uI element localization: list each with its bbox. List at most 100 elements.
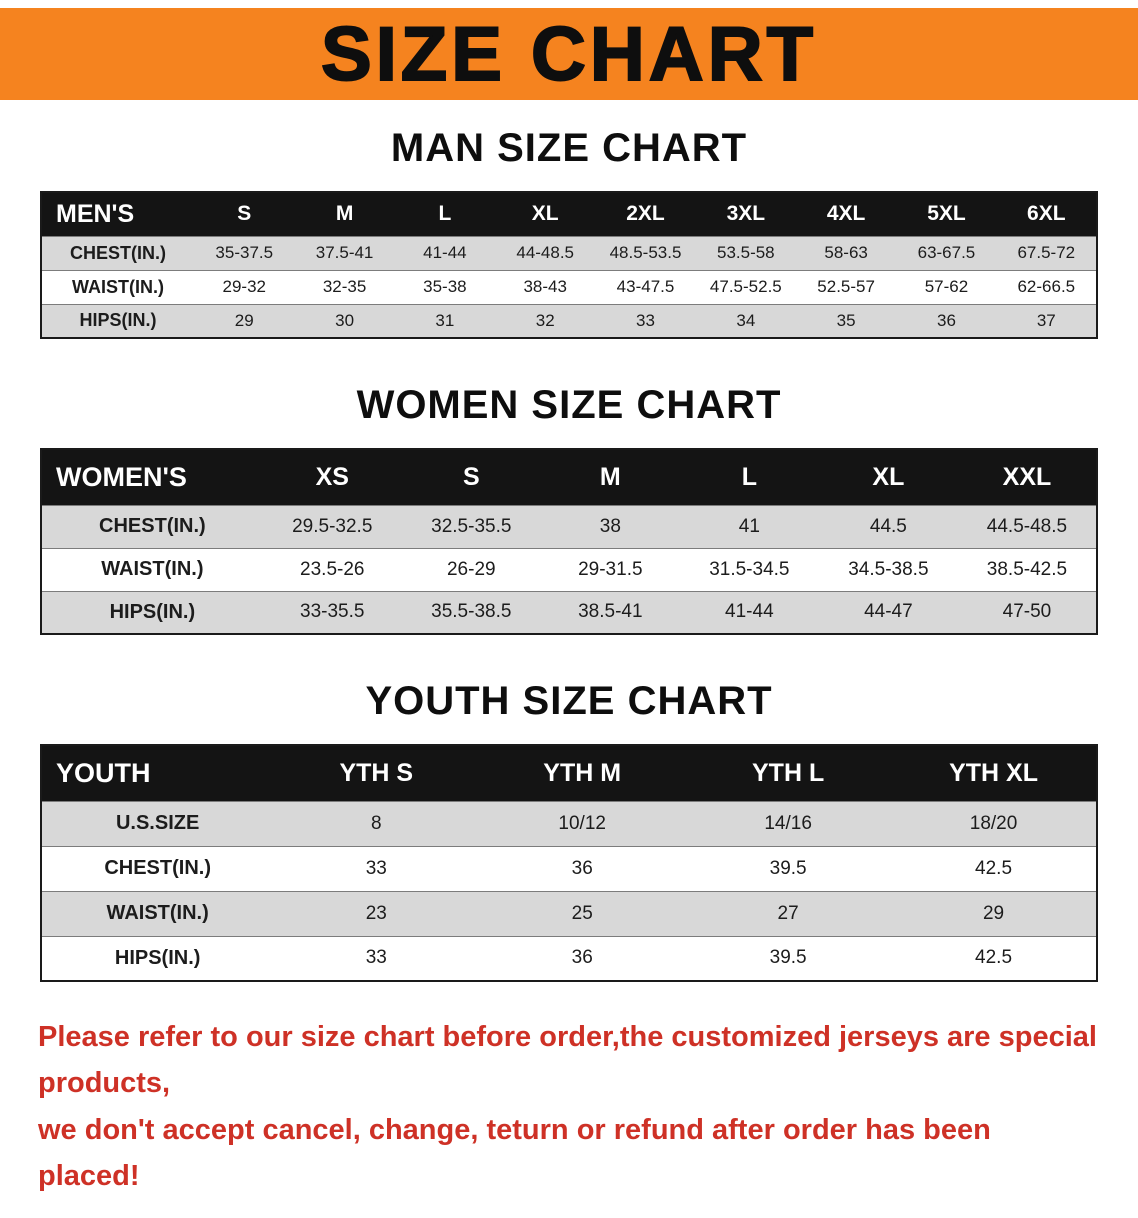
size-value-cell: 35 [795,303,897,338]
size-header-cell: S [194,192,295,236]
size-value-cell: 31.5-34.5 [679,547,819,591]
size-header-cell: YTH M [479,745,686,801]
women-section-title: WOMEN SIZE CHART [356,383,782,427]
size-value-cell: 42.5 [891,845,1097,891]
size-value-cell: 31 [394,303,496,338]
size-header-cell: XL [495,192,596,236]
row-label: HIPS(IN.) [41,590,263,634]
size-header-cell: YTH S [273,745,480,801]
measurement-row: CHEST(IN.) 33 36 39.5 42.5 [41,845,1097,891]
size-value-cell: 27 [685,890,892,936]
size-value-cell: 35.5-38.5 [401,590,541,634]
size-value-cell: 47-50 [957,590,1097,634]
size-value-cell: 41 [679,504,819,548]
size-header-cell: S [401,449,541,505]
table-header-row: YOUTH YTH S YTH M YTH L YTH XL [41,745,1097,801]
size-value-cell: 29 [891,890,1097,936]
measurement-row: HIPS(IN.) 29 30 31 32 33 34 35 36 37 [41,303,1097,338]
size-value-cell: 34 [695,303,796,338]
measurement-row: U.S.SIZE 8 10/12 14/16 18/20 [41,800,1097,846]
size-header-cell: XXL [957,449,1097,505]
measurement-row: CHEST(IN.) 29.5-32.5 32.5-35.5 38 41 44.5 44.5… [41,504,1097,548]
size-value-cell: 41-44 [394,235,496,270]
size-header-cell: XL [818,449,958,505]
size-value-cell: 38.5-42.5 [957,547,1097,591]
size-header-cell: 2XL [595,192,696,236]
size-value-cell: 41-44 [679,590,819,634]
size-value-cell: 36 [479,845,686,891]
size-value-cell: 44-47 [818,590,958,634]
size-value-cell: 44-48.5 [495,235,596,270]
size-value-cell: 25 [479,890,686,936]
size-header-cell: 4XL [795,192,897,236]
size-value-cell: 8 [273,800,480,846]
row-label: WAIST(IN.) [41,890,274,936]
size-value-cell: 23.5-26 [262,547,402,591]
size-header-cell: L [394,192,496,236]
size-header-cell: L [679,449,819,505]
man-size-table: MEN'S S M L XL 2XL 3XL 4XL 5XL 6XL CHEST(IN.) 35-37… [40,191,1098,339]
size-value-cell: 36 [896,303,997,338]
size-value-cell: 29.5-32.5 [262,504,402,548]
table-header-row: MEN'S S M L XL 2XL 3XL 4XL 5XL 6XL [41,192,1097,236]
measurement-row: HIPS(IN.) 33-35.5 35.5-38.5 38.5-41 41-44 44-… [41,590,1097,634]
row-label: U.S.SIZE [41,800,274,846]
disclaimer-note: Please refer to our size chart before or… [38,1014,1100,1200]
man-size-chart-section: MAN SIZE CHART MEN'S S M L XL 2XL 3XL 4XL 5XL 6XL… [0,126,1138,339]
size-value-cell: 23 [273,890,480,936]
size-value-cell: 57-62 [896,269,997,304]
size-value-cell: 63-67.5 [896,235,997,270]
size-header-cell: XS [262,449,402,505]
size-value-cell: 29-31.5 [540,547,680,591]
size-value-cell: 32 [495,303,596,338]
size-value-cell: 53.5-58 [695,235,796,270]
size-value-cell: 39.5 [685,845,892,891]
disclaimer-line-2: we don't accept cancel, change, teturn o… [38,1113,991,1193]
size-value-cell: 18/20 [891,800,1097,846]
size-value-cell: 67.5-72 [996,235,1097,270]
size-value-cell: 48.5-53.5 [595,235,696,270]
youth-size-table: YOUTH YTH S YTH M YTH L YTH XL U.S.SIZE 8 10/12… [40,744,1098,982]
size-value-cell: 32-35 [294,269,395,304]
measurement-row: WAIST(IN.) 29-32 32-35 35-38 38-43 43-47.5 47.… [41,269,1097,304]
size-header-cell: YTH XL [891,745,1097,801]
size-value-cell: 37 [996,303,1097,338]
women-size-chart-section: WOMEN SIZE CHART WOMEN'S XS S M L XL XXL CHEST(… [0,383,1138,635]
size-value-cell: 39.5 [685,935,892,981]
size-value-cell: 29-32 [194,269,295,304]
size-value-cell: 47.5-52.5 [695,269,796,304]
size-header-cell: 3XL [695,192,796,236]
measurement-row: CHEST(IN.) 35-37.5 37.5-41 41-44 44-48.5 48.5… [41,235,1097,270]
size-value-cell: 34.5-38.5 [818,547,958,591]
size-value-cell: 26-29 [401,547,541,591]
size-value-cell: 33 [595,303,696,338]
size-value-cell: 35-37.5 [194,235,295,270]
size-value-cell: 58-63 [795,235,897,270]
disclaimer-line-1: Please refer to our size chart before or… [38,1021,1097,1100]
table-title-cell: MEN'S [41,192,195,236]
row-label: WAIST(IN.) [41,269,195,304]
size-value-cell: 36 [479,935,686,981]
youth-section-title: YOUTH SIZE CHART [365,679,773,723]
size-value-cell: 52.5-57 [795,269,897,304]
size-value-cell: 35-38 [394,269,496,304]
size-value-cell: 33 [273,845,480,891]
measurement-row: HIPS(IN.) 33 36 39.5 42.5 [41,935,1097,981]
size-value-cell: 38 [540,504,680,548]
women-size-table: WOMEN'S XS S M L XL XXL CHEST(IN.) 29.5-32.5 32.5… [40,448,1098,635]
banner: SIZE CHART [0,8,1138,100]
size-value-cell: 32.5-35.5 [401,504,541,548]
size-header-cell: 5XL [896,192,997,236]
size-value-cell: 43-47.5 [595,269,696,304]
size-value-cell: 44.5-48.5 [957,504,1097,548]
row-label: HIPS(IN.) [41,303,195,338]
table-title-cell: WOMEN'S [41,449,263,505]
row-label: CHEST(IN.) [41,235,195,270]
banner-title: SIZE CHART [320,11,817,98]
row-label: WAIST(IN.) [41,547,263,591]
size-value-cell: 62-66.5 [996,269,1097,304]
size-value-cell: 42.5 [891,935,1097,981]
size-value-cell: 33 [273,935,480,981]
size-value-cell: 10/12 [479,800,686,846]
